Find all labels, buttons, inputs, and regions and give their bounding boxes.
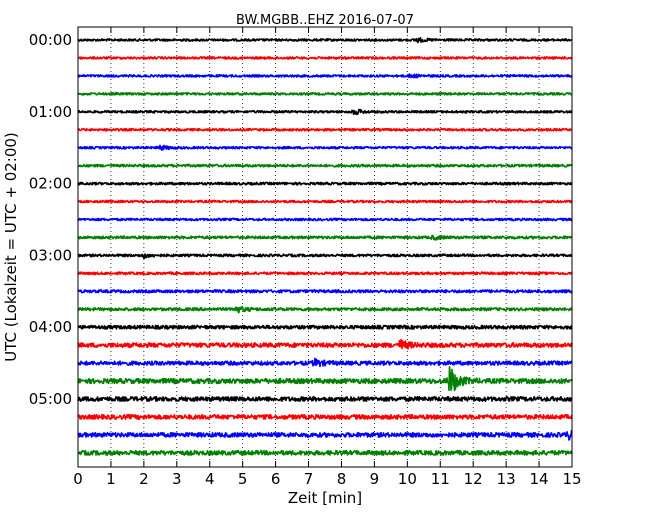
trace-line [77,127,573,132]
x-tick-label: 1 [106,470,116,488]
trace-line [77,366,573,392]
trace-line [77,181,573,186]
trace-line [77,91,573,96]
x-axis-label: Zeit [min] [288,489,362,507]
trace-line [77,36,573,44]
trace-line [77,305,573,314]
traces [77,36,573,456]
y-axis-label: UTC (Lokalzeit = UTC + 02:00) [2,132,20,362]
x-tick-label: 14 [530,470,549,488]
trace-line [77,357,573,368]
x-tick-label: 7 [304,470,314,488]
y-tick-label: 00:00 [29,31,72,49]
y-tick-label: 03:00 [29,246,72,264]
trace-line [77,338,573,350]
x-tick-label: 0 [73,470,83,488]
trace-line [77,271,573,276]
x-tick-label: 10 [398,470,417,488]
x-tick-label: 8 [337,470,347,488]
trace-line [77,449,573,456]
grid [110,27,540,467]
x-tick-label: 4 [205,470,215,488]
trace-line [77,163,573,168]
trace-line [77,324,573,330]
trace-line [77,289,573,294]
trace-line [77,253,573,260]
x-tick-label: 15 [562,470,581,488]
y-tick-label: 02:00 [29,175,72,193]
trace-line [77,56,573,60]
trace-line [77,234,573,241]
trace-line [77,217,573,222]
trace-line [77,108,573,116]
x-tick-label: 5 [238,470,248,488]
x-tick-label: 3 [172,470,182,488]
x-tick-label: 12 [464,470,483,488]
trace-line [77,413,573,420]
x-tick-label: 6 [271,470,281,488]
y-tick-label: 04:00 [29,318,72,336]
trace-line [77,396,573,402]
x-tick-label: 9 [370,470,380,488]
y-tick-label: 05:00 [29,390,72,408]
plot-frame [77,26,573,468]
y-axis: 00:00 01:00 02:00 03:00 04:00 05:00 [29,31,572,408]
x-tick-label: 11 [431,470,450,488]
x-tick-label: 13 [497,470,516,488]
y-tick-label: 01:00 [29,103,72,121]
trace-line [77,429,573,441]
trace-line [77,144,573,151]
x-axis: 0 1 2 3 4 5 6 7 8 9 10 11 12 13 14 15 [73,27,582,488]
chart-title: BW.MGBB..EHZ 2016-07-07 [236,13,414,28]
trace-line [77,199,573,204]
trace-line [77,73,573,79]
x-tick-label: 2 [139,470,149,488]
